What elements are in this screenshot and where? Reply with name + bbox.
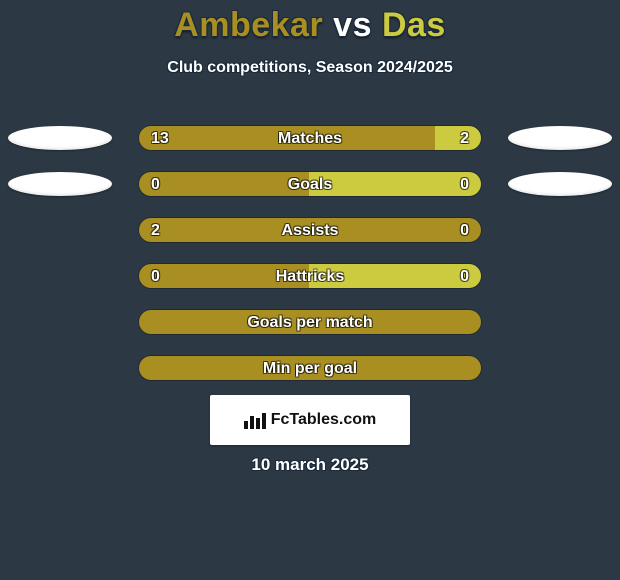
stat-row: Assists2 0: [0, 217, 620, 243]
title: Ambekar vs Das: [0, 6, 620, 45]
title-vs: vs: [333, 6, 372, 44]
stat-value-right: 2: [460, 126, 469, 151]
stat-bar: Goals0 0: [138, 171, 482, 197]
stat-label: Assists: [139, 218, 481, 243]
bar-chart-icon: [244, 411, 266, 429]
stat-label: Goals: [139, 172, 481, 197]
stat-label: Hattricks: [139, 264, 481, 289]
stat-bar: Hattricks0 0: [138, 263, 482, 289]
stat-label: Matches: [139, 126, 481, 151]
logo-badge: FcTables.com: [210, 395, 410, 445]
logo: FcTables.com: [244, 411, 377, 429]
stat-label: Goals per match: [139, 310, 481, 335]
stat-bar: Assists2 0: [138, 217, 482, 243]
title-player2: Das: [382, 6, 446, 44]
left-avatar-placeholder: [8, 126, 112, 150]
stat-bar: Goals per match: [138, 309, 482, 335]
subtitle: Club competitions, Season 2024/2025: [0, 59, 620, 77]
title-player1: Ambekar: [174, 6, 323, 44]
stat-value-left: 0: [151, 264, 160, 289]
right-avatar-placeholder: [508, 126, 612, 150]
stat-row: Min per goal: [0, 355, 620, 381]
right-avatar-placeholder: [508, 172, 612, 196]
date: 10 march 2025: [0, 455, 620, 475]
stat-value-left: 13: [151, 126, 169, 151]
stat-row: Hattricks0 0: [0, 263, 620, 289]
stat-bar: Min per goal: [138, 355, 482, 381]
stat-row: Goals per match: [0, 309, 620, 335]
stat-label: Min per goal: [139, 356, 481, 381]
stat-value-left: 0: [151, 172, 160, 197]
stat-value-right: 0: [460, 172, 469, 197]
stat-value-right: 0: [460, 218, 469, 243]
stat-value-left: 2: [151, 218, 160, 243]
left-avatar-placeholder: [8, 172, 112, 196]
stat-bar: Matches13 2: [138, 125, 482, 151]
logo-text: FcTables.com: [271, 411, 377, 429]
comparison-infographic: Ambekar vs Das Club competitions, Season…: [0, 0, 620, 580]
stat-value-right: 0: [460, 264, 469, 289]
